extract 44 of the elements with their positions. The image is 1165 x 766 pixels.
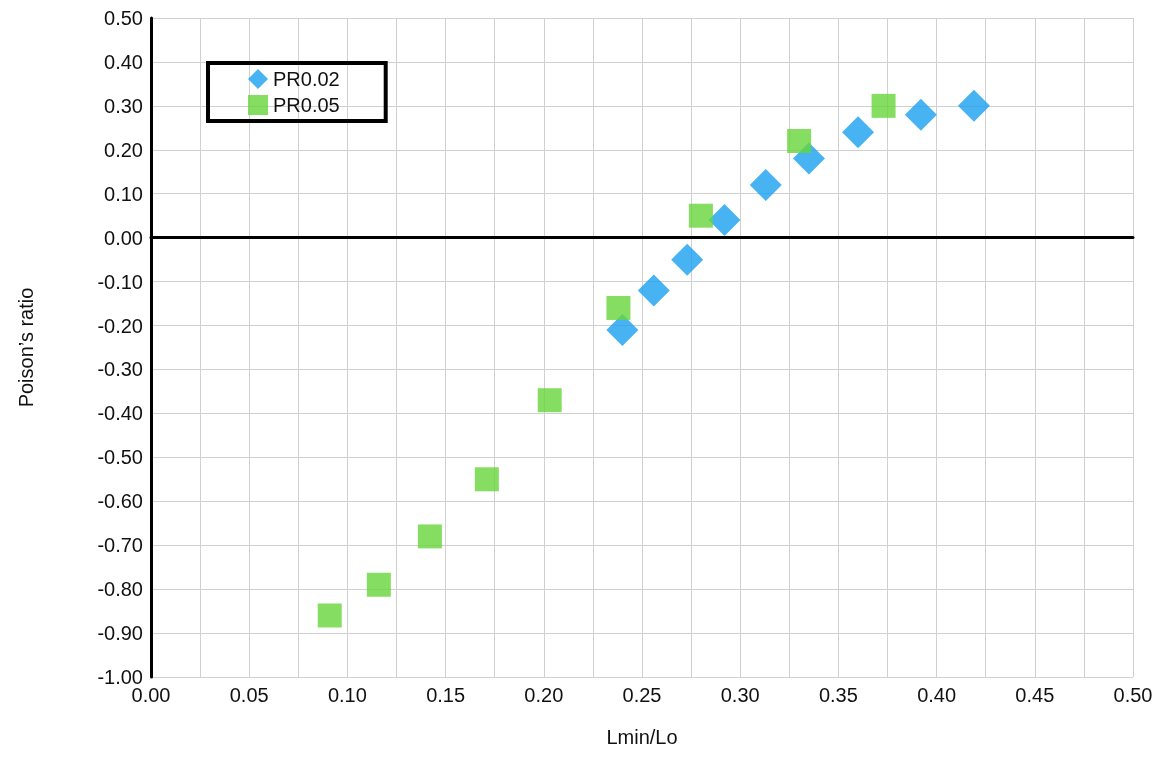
y-tick-label: -0.30	[97, 358, 143, 381]
point	[637, 274, 670, 307]
point	[474, 467, 499, 492]
point	[417, 524, 442, 549]
y-tick-label: -0.40	[97, 402, 143, 425]
x-tick-label: 0.20	[524, 684, 564, 706]
point	[606, 295, 631, 320]
x-tick-label: 0.25	[622, 684, 662, 706]
y-tick-label: -0.60	[97, 490, 143, 513]
legend-label: PR0.05	[273, 94, 340, 116]
y-tick-label: 0.30	[104, 94, 143, 117]
point	[317, 603, 342, 628]
y-tick-label: 0.00	[104, 226, 143, 249]
x-tick-label: 0.05	[229, 684, 269, 706]
point	[749, 168, 782, 201]
y-tick-label: 0.10	[104, 182, 143, 205]
y-tick-label: 0.20	[104, 138, 143, 161]
y-tick-label: 0.40	[104, 50, 143, 73]
point	[871, 93, 896, 118]
point	[787, 129, 812, 154]
point	[904, 98, 937, 131]
point	[688, 203, 713, 228]
y-tick-label: -0.80	[97, 578, 143, 601]
x-tick-label: 0.15	[426, 684, 466, 706]
x-tick-label: 0.45	[1015, 684, 1055, 706]
y-axis-title: Poison’s ratio	[15, 287, 37, 408]
point	[537, 388, 562, 413]
x-axis-title: Lmin/Lo	[606, 726, 678, 748]
y-tick-label: -0.90	[97, 622, 143, 645]
y-tick-label: -0.10	[97, 270, 143, 293]
point	[671, 243, 704, 276]
x-tick-label: 0.10	[327, 684, 367, 706]
x-tick-label: 0.40	[917, 684, 957, 706]
y-tick-label: -0.70	[97, 534, 143, 557]
legend-label: PR0.02	[273, 68, 340, 90]
y-tick-label: -0.50	[97, 446, 143, 469]
y-tick-label: -0.20	[97, 314, 143, 337]
point	[957, 89, 990, 122]
x-tick-label: 0.30	[720, 684, 760, 706]
x-tick-label: 0.50	[1113, 684, 1153, 706]
x-tick-label: 0.35	[818, 684, 858, 706]
point	[366, 572, 391, 597]
y-tick-label: 0.50	[104, 7, 143, 29]
point	[842, 116, 875, 149]
